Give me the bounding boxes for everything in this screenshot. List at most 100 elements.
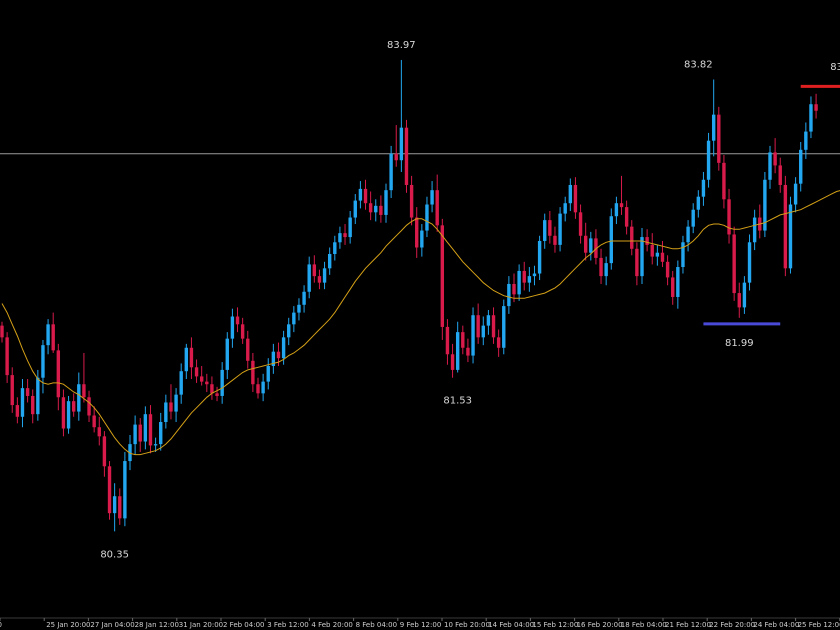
x-tick-label: 21 Feb 12:00 <box>665 621 711 629</box>
candle <box>481 316 485 346</box>
candle-body <box>107 466 112 514</box>
candle <box>420 224 424 257</box>
candle <box>148 405 153 454</box>
x-tick-label: 2 Feb 04:00 <box>223 621 264 629</box>
candle <box>374 199 378 222</box>
candle <box>768 145 772 189</box>
candle-body <box>240 324 245 339</box>
candle <box>793 177 798 213</box>
candle <box>363 179 368 210</box>
candle <box>609 208 613 270</box>
candle <box>51 312 55 353</box>
candle <box>317 269 322 290</box>
candle-body <box>788 204 793 269</box>
candle <box>384 183 388 223</box>
candle <box>112 483 117 532</box>
candle-body <box>220 369 224 396</box>
candle-body <box>297 304 301 313</box>
candle <box>287 317 291 346</box>
candle <box>266 358 270 390</box>
candle <box>502 299 506 355</box>
candle <box>655 244 660 266</box>
candle-body <box>46 324 50 346</box>
candle-body <box>138 424 142 442</box>
candle-body <box>287 324 291 338</box>
candle-body <box>573 184 578 213</box>
candle-body <box>640 237 644 277</box>
candle-body <box>102 436 107 467</box>
candle <box>333 235 337 261</box>
candle-body <box>246 338 250 361</box>
candle-body <box>507 283 511 307</box>
candle-body <box>737 293 741 308</box>
candle <box>522 261 526 291</box>
candle <box>87 390 91 422</box>
candle <box>435 174 439 232</box>
candle-body <box>783 184 788 269</box>
candle-body <box>153 444 158 446</box>
candle-body <box>799 149 803 184</box>
candle-body <box>384 190 388 215</box>
x-tick-label: 27 Jan 04:00 <box>90 621 134 629</box>
candle <box>660 240 665 268</box>
candle <box>343 224 347 245</box>
candle-body <box>399 127 404 161</box>
candle-body <box>676 267 680 297</box>
candle-body <box>420 230 424 248</box>
x-tick-label: 9 Feb 12:00 <box>400 621 441 629</box>
candle <box>737 282 741 318</box>
candle-body <box>261 381 265 394</box>
candle <box>568 178 573 212</box>
candle-body <box>10 375 14 406</box>
candle <box>246 330 250 369</box>
candle-body <box>681 242 685 268</box>
candle-body <box>722 162 726 200</box>
candle <box>527 267 532 292</box>
candle-body <box>174 394 178 412</box>
candle <box>599 248 603 284</box>
candle <box>763 171 767 238</box>
candle <box>517 264 521 301</box>
candle <box>455 321 460 373</box>
candle-body <box>445 326 450 355</box>
candle-body <box>553 235 557 245</box>
candle <box>594 229 598 265</box>
candle <box>194 359 199 383</box>
candle-body <box>440 225 445 327</box>
candle <box>496 329 501 357</box>
x-tick-label: 3 Feb 12:00 <box>267 621 308 629</box>
candle-body <box>409 184 414 218</box>
candle-body <box>435 190 439 226</box>
candle-body <box>804 131 808 150</box>
candle-body <box>660 252 665 262</box>
candle <box>20 379 25 428</box>
candle <box>379 195 383 223</box>
candle <box>31 389 35 424</box>
candle <box>747 234 752 291</box>
candle-body <box>655 252 660 257</box>
candle-body <box>184 347 189 372</box>
x-tick-label: 25 Feb 12:00 <box>798 621 840 629</box>
candle-body <box>650 244 654 257</box>
candle-body <box>210 384 214 394</box>
candle <box>640 227 644 284</box>
candle-body <box>450 354 455 370</box>
candle <box>773 138 777 174</box>
candle <box>230 308 235 348</box>
price-label: 83.82 <box>684 59 713 70</box>
candle <box>404 119 409 193</box>
candle <box>189 337 194 380</box>
candle-body <box>235 316 240 325</box>
candle-body <box>706 140 711 180</box>
candle-body <box>527 276 532 283</box>
candle <box>742 276 747 314</box>
candle <box>732 226 736 301</box>
candle-body <box>624 207 629 227</box>
candle-body <box>471 315 475 356</box>
candle <box>327 247 332 275</box>
candle <box>71 393 76 417</box>
candle <box>348 211 352 244</box>
candle-body <box>614 203 619 217</box>
candle-body <box>159 422 163 445</box>
candle <box>82 352 86 403</box>
